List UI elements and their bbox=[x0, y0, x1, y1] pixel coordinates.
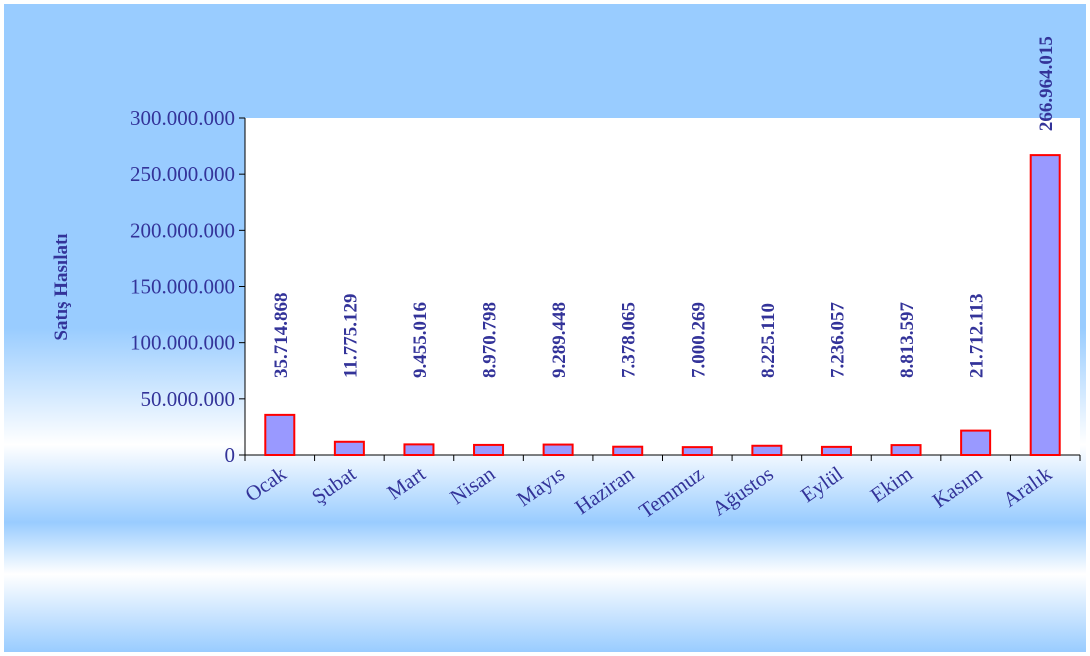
data-label: 9.289.448 bbox=[549, 302, 570, 378]
y-tick-label: 200.000.000 bbox=[130, 218, 235, 242]
data-label: 35.714.868 bbox=[271, 293, 292, 379]
data-label: 9.455.016 bbox=[410, 302, 431, 378]
data-label: 7.236.057 bbox=[827, 302, 848, 379]
y-tick-label: 50.000.000 bbox=[141, 387, 236, 411]
bars-group bbox=[264, 154, 1061, 457]
data-label: 7.000.269 bbox=[688, 302, 709, 378]
bar-nisan bbox=[473, 443, 505, 456]
bar-eylül bbox=[820, 445, 852, 456]
data-label: 8.813.597 bbox=[897, 302, 918, 379]
y-axis-title: Satış Hasılatı bbox=[51, 233, 72, 340]
y-tick-label: 300.000.000 bbox=[130, 106, 235, 130]
data-label: 21.712.113 bbox=[967, 294, 988, 378]
bar-mayıs bbox=[542, 443, 574, 456]
data-label: 266.964.015 bbox=[1036, 36, 1057, 131]
bar-ekim bbox=[890, 444, 922, 457]
data-label: 7.378.065 bbox=[619, 302, 640, 378]
y-tick-label: 250.000.000 bbox=[130, 162, 235, 186]
bar-temmuz bbox=[681, 446, 713, 456]
bar-şubat bbox=[333, 440, 365, 457]
y-tick-label: 0 bbox=[225, 443, 236, 467]
data-label: 8.970.798 bbox=[480, 302, 501, 378]
data-label: 8.225.110 bbox=[758, 303, 779, 378]
bar-kasım bbox=[960, 429, 992, 456]
y-tick-label: 150.000.000 bbox=[130, 275, 235, 299]
plot-area bbox=[245, 118, 1080, 455]
axes: 0 50.000.000 100.000.000 150.000.000 200.000… bbox=[130, 106, 1081, 467]
y-tick-label: 100.000.000 bbox=[130, 331, 235, 355]
bar-mart bbox=[403, 443, 435, 457]
bar-haziran bbox=[612, 445, 644, 457]
bar-ağustos bbox=[751, 444, 783, 457]
data-label: 11.775.129 bbox=[340, 294, 361, 378]
bar-aralık bbox=[1029, 154, 1061, 457]
bar-ocak bbox=[264, 413, 296, 457]
